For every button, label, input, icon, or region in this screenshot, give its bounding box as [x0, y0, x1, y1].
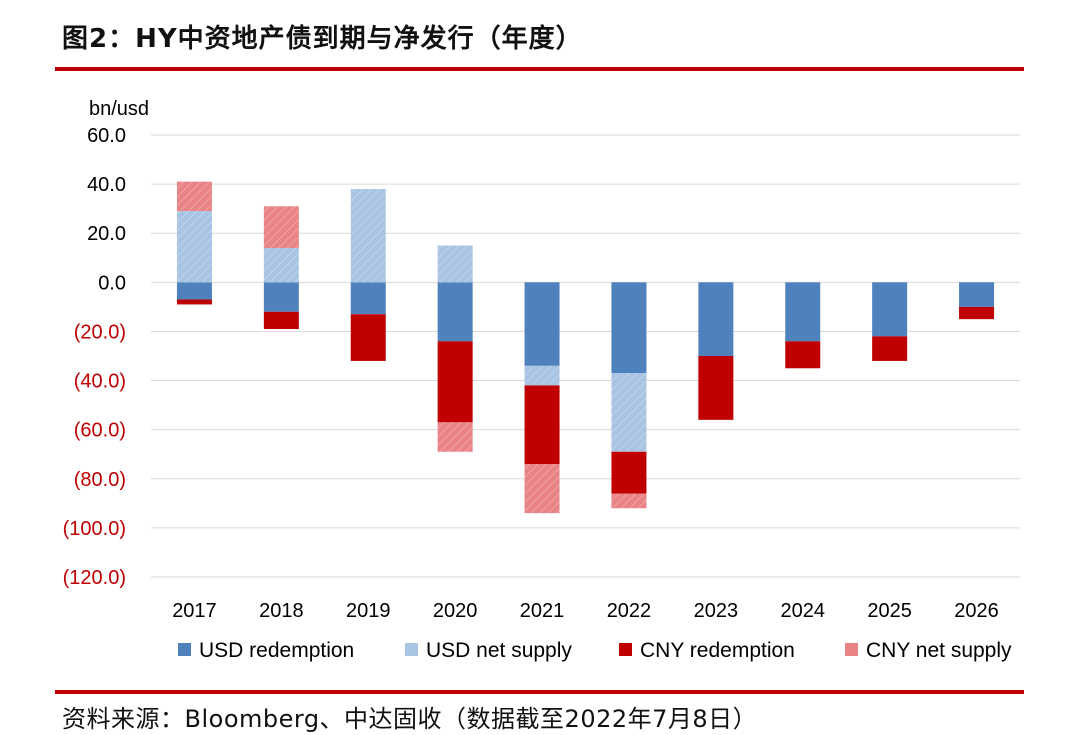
y-tick-label: 0.0 [98, 272, 126, 294]
y-tick-label: (80.0) [74, 469, 126, 491]
x-tick-label: 2019 [346, 600, 391, 622]
bar-cny-redemption-2024 [785, 341, 821, 369]
source-divider [55, 690, 1024, 694]
bar-cny-net-supply-2022 [611, 493, 647, 509]
source-note: 资料来源：Bloomberg、中达固收（数据截至2022年7月8日） [62, 705, 758, 733]
bar-usd-redemption-2025 [872, 282, 908, 337]
bar-cny-redemption-2026 [959, 306, 995, 320]
bar-cny-redemption-2021 [524, 385, 560, 465]
y-axis-unit-label: bn/usd [89, 98, 149, 120]
y-tick-label: (40.0) [74, 371, 126, 393]
bar-cny-net-supply-2018 [263, 206, 299, 248]
page-title: 图2：HY中资地产债到期与净发行（年度） [62, 24, 583, 54]
x-tick-label: 2026 [954, 600, 999, 622]
legend-label-cny-net-supply: CNY net supply [866, 639, 1012, 662]
y-tick-label: (60.0) [74, 420, 126, 442]
bar-usd-redemption-2017 [176, 282, 212, 300]
y-tick-label: (100.0) [63, 518, 126, 540]
bar-usd-redemption-2018 [263, 282, 299, 312]
stacked-bar-chart: 60.0 40.0 20.0 0.0 (20.0) (40.0) (60.0) (80.0) (… [63, 98, 1020, 662]
bar-usd-net-supply-2019 [350, 189, 386, 283]
x-tick-label: 2022 [607, 600, 652, 622]
x-tick-label: 2021 [520, 600, 565, 622]
bar-usd-net-supply-2022 [611, 373, 647, 452]
x-tick-label: 2023 [694, 600, 739, 622]
bar-cny-net-supply-2021 [524, 464, 560, 514]
bar-cny-redemption-2020 [437, 341, 473, 423]
bar-usd-redemption-2022 [611, 282, 647, 374]
x-tick-label: 2020 [433, 600, 478, 622]
x-tick-label: 2018 [259, 600, 304, 622]
legend-swatch-usd-redemption [178, 643, 191, 656]
y-axis-ticks: 60.0 40.0 20.0 0.0 (20.0) (40.0) (60.0) (80.0) (… [63, 125, 126, 589]
y-tick-label: (120.0) [63, 567, 126, 589]
bar-cny-redemption-2017 [176, 299, 212, 305]
bar-usd-net-supply-2018 [263, 247, 299, 283]
bar-usd-redemption-2020 [437, 282, 473, 342]
bar-usd-net-supply-2017 [176, 211, 212, 283]
bar-cny-redemption-2025 [872, 336, 908, 361]
legend-swatch-cny-redemption [619, 643, 632, 656]
bar-cny-net-supply-2020 [437, 422, 473, 452]
bar-usd-redemption-2019 [350, 282, 386, 315]
bar-usd-redemption-2024 [785, 282, 821, 342]
bar-usd-net-supply-2021 [524, 365, 560, 386]
bar-cny-net-supply-2017 [176, 181, 212, 212]
bar-cny-redemption-2023 [698, 356, 734, 420]
legend: USD redemption USD net supply CNY redempti… [178, 639, 1012, 662]
legend-swatch-cny-net-supply [845, 643, 858, 656]
x-tick-label: 2024 [781, 600, 826, 622]
title-divider [55, 67, 1024, 71]
legend-label-cny-redemption: CNY redemption [640, 639, 795, 662]
bar-usd-net-supply-2020 [437, 245, 473, 283]
bar-cny-redemption-2022 [611, 451, 647, 494]
y-tick-label: (20.0) [74, 321, 126, 343]
bar-cny-redemption-2018 [263, 311, 299, 329]
bar-usd-redemption-2026 [959, 282, 995, 307]
legend-label-usd-net-supply: USD net supply [426, 639, 572, 662]
x-tick-label: 2025 [867, 600, 912, 622]
bar-usd-redemption-2023 [698, 282, 734, 356]
legend-label-usd-redemption: USD redemption [199, 639, 354, 662]
x-axis-ticks: 2017 2018 2019 2020 2021 2022 2023 2024 2025 2026 [172, 600, 999, 622]
x-tick-label: 2017 [172, 600, 217, 622]
y-tick-label: 60.0 [87, 125, 126, 147]
y-tick-label: 40.0 [87, 174, 126, 196]
y-tick-label: 20.0 [87, 223, 126, 245]
bar-cny-redemption-2019 [350, 314, 386, 361]
legend-swatch-usd-net-supply [405, 643, 418, 656]
bar-usd-redemption-2021 [524, 282, 560, 366]
bars [176, 181, 995, 514]
